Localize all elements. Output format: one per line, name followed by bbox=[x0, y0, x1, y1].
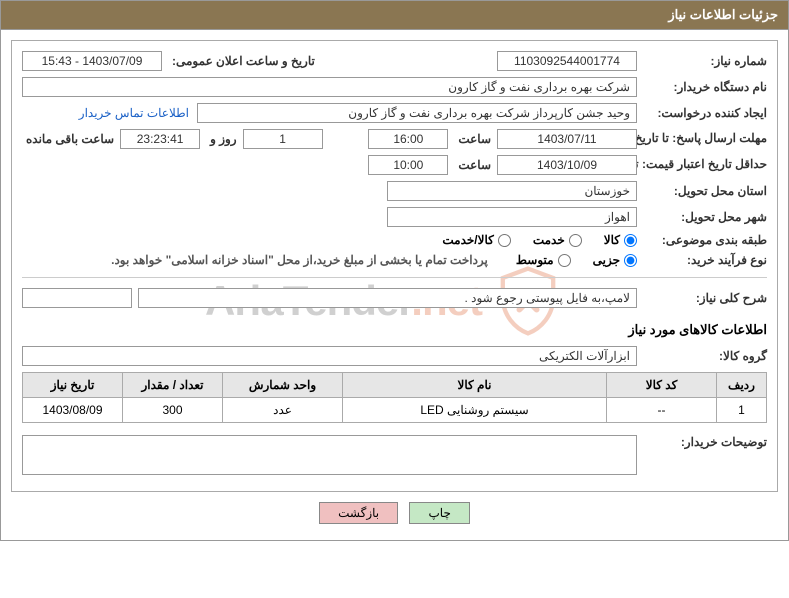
th-name: نام کالا bbox=[343, 373, 607, 398]
print-button[interactable]: چاپ bbox=[409, 502, 469, 524]
category-goods-service-radio[interactable] bbox=[498, 234, 511, 247]
cell-code: -- bbox=[607, 398, 717, 423]
creator-value: وحید جشن کارپرداز شرکت بهره برداری نفت و… bbox=[197, 103, 637, 123]
buyer-contact-link[interactable]: اطلاعات تماس خریدار bbox=[79, 106, 189, 120]
buyer-org-label: نام دستگاه خریدار: bbox=[637, 80, 767, 94]
city-value: اهواز bbox=[387, 207, 637, 227]
need-number-label: شماره نیاز: bbox=[637, 54, 767, 68]
remaining-days-value: 1 bbox=[243, 129, 323, 149]
cell-date: 1403/08/09 bbox=[23, 398, 123, 423]
province-value: خوزستان bbox=[387, 181, 637, 201]
form-box: شماره نیاز: 1103092544001774 تاریخ و ساع… bbox=[11, 40, 778, 492]
category-goods-service-label: کالا/خدمت bbox=[442, 233, 493, 247]
goods-table: ردیف کد کالا نام کالا واحد شمارش تعداد /… bbox=[22, 372, 767, 423]
need-details-panel: جزئیات اطلاعات نیاز شماره نیاز: 11030925… bbox=[0, 0, 789, 541]
th-code: کد کالا bbox=[607, 373, 717, 398]
time-label-2: ساعت bbox=[454, 158, 491, 172]
th-date: تاریخ نیاز bbox=[23, 373, 123, 398]
buyer-org-value: شرکت بهره برداری نفت و گاز کارون bbox=[22, 77, 637, 97]
table-row: 1 -- سیستم روشنایی LED عدد 300 1403/08/0… bbox=[23, 398, 767, 423]
th-row: ردیف bbox=[717, 373, 767, 398]
purchase-medium-radio[interactable] bbox=[558, 254, 571, 267]
th-unit: واحد شمارش bbox=[223, 373, 343, 398]
purchase-medium-label: متوسط bbox=[516, 253, 554, 267]
goods-group-value: ابزارآلات الکتریکی bbox=[22, 346, 637, 366]
general-desc-extra bbox=[22, 288, 132, 308]
buyer-notes-label: توضیحات خریدار: bbox=[637, 435, 767, 449]
cell-unit: عدد bbox=[223, 398, 343, 423]
panel-header: جزئیات اطلاعات نیاز bbox=[1, 1, 788, 29]
response-deadline-label: مهلت ارسال پاسخ: تا تاریخ: bbox=[637, 131, 767, 147]
general-desc-label: شرح کلی نیاز: bbox=[637, 291, 767, 305]
price-validity-date: 1403/10/09 bbox=[497, 155, 637, 175]
cell-qty: 300 bbox=[123, 398, 223, 423]
th-qty: تعداد / مقدار bbox=[123, 373, 223, 398]
city-label: شهر محل تحویل: bbox=[637, 210, 767, 224]
need-number-value: 1103092544001774 bbox=[497, 51, 637, 71]
purchase-type-label: نوع فرآیند خرید: bbox=[637, 253, 767, 267]
time-label-1: ساعت bbox=[454, 132, 491, 146]
announce-dt-value: 1403/07/09 - 15:43 bbox=[22, 51, 162, 71]
remaining-time-value: 23:23:41 bbox=[120, 129, 200, 149]
category-service-label: خدمت bbox=[533, 233, 565, 247]
response-time-value: 16:00 bbox=[368, 129, 448, 149]
category-label: طبقه بندی موضوعی: bbox=[637, 233, 767, 247]
response-date-value: 1403/07/11 bbox=[497, 129, 637, 149]
payment-note: پرداخت تمام یا بخشی از مبلغ خرید،از محل … bbox=[111, 253, 488, 267]
announce-dt-label: تاریخ و ساعت اعلان عمومی: bbox=[168, 54, 315, 68]
price-validity-time: 10:00 bbox=[368, 155, 448, 175]
cell-name: سیستم روشنایی LED bbox=[343, 398, 607, 423]
goods-group-label: گروه کالا: bbox=[637, 349, 767, 363]
goods-info-title: اطلاعات کالاهای مورد نیاز bbox=[22, 322, 767, 338]
purchase-small-label: جزیی bbox=[593, 253, 620, 267]
back-button[interactable]: بازگشت bbox=[319, 502, 398, 524]
remaining-label: ساعت باقی مانده bbox=[22, 132, 114, 146]
category-goods-label: کالا bbox=[604, 233, 620, 247]
price-validity-label: حداقل تاریخ اعتبار قیمت: تا تاریخ: bbox=[637, 157, 767, 173]
cell-row: 1 bbox=[717, 398, 767, 423]
buyer-notes-value bbox=[22, 435, 637, 475]
general-desc-value: لامپ،به فایل پیوستی رجوع شود . bbox=[138, 288, 637, 308]
creator-label: ایجاد کننده درخواست: bbox=[637, 106, 767, 120]
category-service-radio[interactable] bbox=[569, 234, 582, 247]
purchase-small-radio[interactable] bbox=[624, 254, 637, 267]
day-and-label: روز و bbox=[206, 132, 237, 146]
category-goods-radio[interactable] bbox=[624, 234, 637, 247]
province-label: استان محل تحویل: bbox=[637, 184, 767, 198]
